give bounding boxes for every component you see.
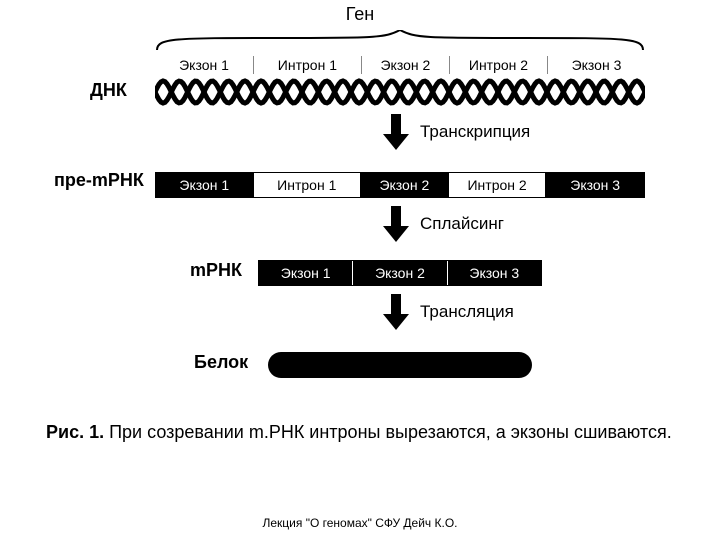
arrow-translation xyxy=(383,292,409,330)
footer-credit: Лекция "О геномах" СФУ Дейч К.О. xyxy=(0,516,720,530)
mrna-label: mРНК xyxy=(190,260,242,281)
segment-label: Экзон 3 xyxy=(547,56,645,74)
protein-bar xyxy=(268,352,532,378)
caption-body: При созревании m.РНК интроны вырезаются,… xyxy=(109,422,672,442)
mrna-bar: Экзон 1Экзон 2Экзон 3 xyxy=(258,260,542,286)
exon-segment: Экзон 1 xyxy=(259,261,353,285)
intron-segment: Интрон 2 xyxy=(449,173,547,197)
pre-mrna-bar: Экзон 1Интрон 1Экзон 2Интрон 2Экзон 3 xyxy=(155,172,645,198)
gene-diagram: Ген Экзон 1Интрон 1Экзон 2Интрон 2Экзон … xyxy=(0,0,720,540)
exon-segment: Экзон 3 xyxy=(546,173,644,197)
intron-segment: Интрон 1 xyxy=(254,173,361,197)
curly-brace xyxy=(155,30,645,52)
segment-label: Интрон 1 xyxy=(253,56,361,74)
segment-labels-row: Экзон 1Интрон 1Экзон 2Интрон 2Экзон 3 xyxy=(155,56,645,74)
arrow-splicing xyxy=(383,204,409,242)
exon-segment: Экзон 2 xyxy=(353,261,447,285)
protein-label: Белок xyxy=(194,352,248,373)
step-1-label: Транскрипция xyxy=(420,122,530,142)
caption-prefix: Рис. 1. xyxy=(46,422,109,442)
step-3-label: Трансляция xyxy=(420,302,514,322)
dna-helix xyxy=(155,78,645,106)
segment-label: Экзон 1 xyxy=(155,56,253,74)
gene-title: Ген xyxy=(346,4,375,25)
exon-segment: Экзон 2 xyxy=(361,173,449,197)
dna-label: ДНК xyxy=(90,80,127,101)
exon-segment: Экзон 3 xyxy=(448,261,541,285)
segment-label: Экзон 2 xyxy=(361,56,449,74)
exon-segment: Экзон 1 xyxy=(156,173,254,197)
figure-caption: Рис. 1. При созревании m.РНК интроны выр… xyxy=(46,420,674,444)
arrow-transcription xyxy=(383,112,409,150)
segment-label: Интрон 2 xyxy=(449,56,547,74)
pre-mrna-label: пре-mРНК xyxy=(54,170,144,191)
step-2-label: Сплайсинг xyxy=(420,214,504,234)
